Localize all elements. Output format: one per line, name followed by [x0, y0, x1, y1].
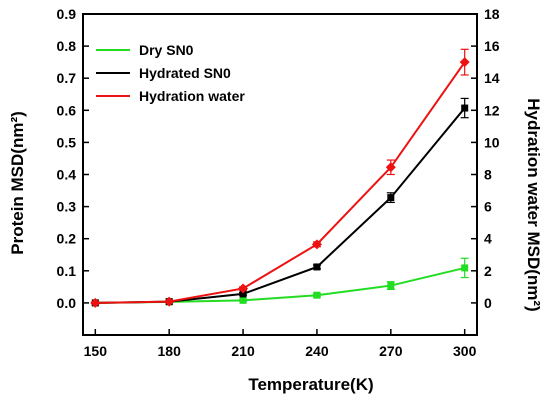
series-line-hydration-water [95, 61, 466, 304]
x-tick-label: 150 [84, 343, 108, 359]
y-left-tick-label: 0.6 [57, 102, 77, 118]
data-point [461, 264, 469, 272]
x-tick-label: 270 [379, 343, 403, 359]
data-point [461, 104, 469, 112]
legend-label: Hydrated SN0 [139, 65, 231, 81]
plot-frame [82, 13, 478, 336]
y-left-tick-label: 0.4 [57, 167, 77, 183]
series-line-hydrated-sn0 [95, 107, 466, 304]
y-left-tick-label: 0.0 [57, 295, 77, 311]
legend-label: Dry SN0 [139, 42, 194, 58]
y-right-tick-label: 18 [484, 6, 500, 22]
y-left-tick-label: 0.8 [57, 38, 77, 54]
x-tick-label: 210 [231, 343, 255, 359]
legend: Dry SN0 Hydrated SN0 Hydration water [96, 42, 245, 104]
data-point [239, 290, 247, 298]
data-point [387, 282, 395, 290]
data-point [164, 296, 175, 307]
series-line-dry-sn0 [95, 266, 465, 304]
data-point [459, 57, 470, 68]
data-point [313, 263, 321, 271]
data-point [311, 239, 322, 250]
y-axis-label-left: Protein MSD(nm²) [8, 111, 27, 255]
y-right-tick-label: 6 [484, 199, 492, 215]
data-point [90, 297, 101, 308]
x-tick-label: 180 [158, 343, 182, 359]
y-right-tick-label: 8 [484, 167, 492, 183]
series-layer [90, 48, 470, 308]
x-tick-label: 300 [453, 343, 477, 359]
data-point [239, 296, 247, 304]
y-right-tick-label: 12 [484, 102, 500, 118]
y-left-tick-label: 0.1 [57, 263, 77, 279]
data-point [387, 194, 395, 202]
axes-layer: 150 180 210 240 270 3000.00.10.20.30.40.50.60… [57, 6, 500, 359]
y-left-tick-label: 0.3 [57, 199, 77, 215]
series-hydrated-sn0 [91, 97, 469, 307]
x-tick-label: 240 [305, 343, 329, 359]
y-right-tick-label: 4 [484, 231, 492, 247]
data-point [313, 291, 321, 299]
y-left-tick-label: 0.5 [57, 134, 77, 150]
data-point [385, 162, 396, 173]
y-left-tick-label: 0.9 [57, 6, 77, 22]
data-point [238, 283, 249, 294]
y-right-tick-label: 2 [484, 263, 492, 279]
legend-label: Hydration water [139, 88, 245, 104]
y-right-tick-label: 16 [484, 38, 500, 54]
y-axis-label-right: Hydration water MSD(nm²) [524, 98, 543, 311]
y-right-tick-label: 10 [484, 134, 500, 150]
y-left-tick-label: 0.7 [57, 70, 77, 86]
y-left-tick-label: 0.2 [57, 231, 77, 247]
series-hydration-water [90, 48, 470, 308]
x-axis-label: Temperature(K) [248, 375, 373, 394]
y-right-tick-label: 0 [484, 295, 492, 311]
y-right-tick-label: 14 [484, 70, 500, 86]
